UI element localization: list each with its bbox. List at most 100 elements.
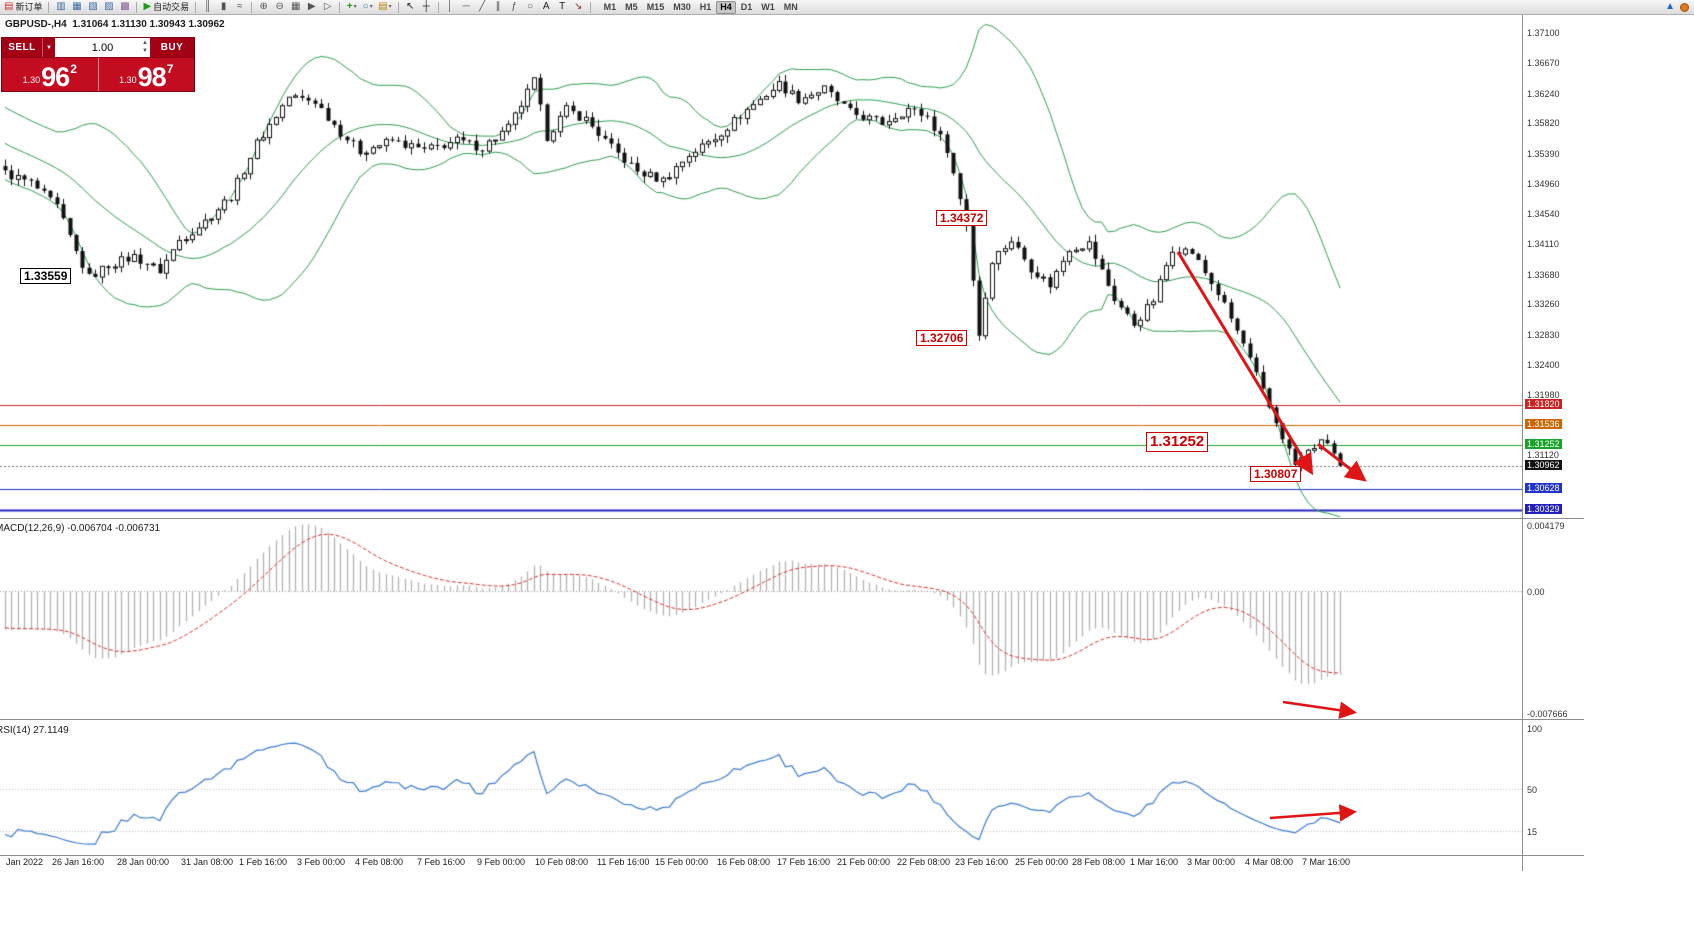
one-click-trading-panel: SELL ▼ 1.00 ▲ ▼ BUY 1.30 96 2 1.30 98 7 xyxy=(1,37,195,92)
toolbar-right-group: ▲ xyxy=(1665,2,1691,12)
sell-price-prefix: 1.30 xyxy=(22,75,41,85)
panel-divider xyxy=(0,855,1584,856)
auto-scroll-icon[interactable]: ▶ xyxy=(307,1,316,12)
chevron-down-icon: ▾ xyxy=(369,4,373,10)
volume-stepper[interactable]: ▲ ▼ xyxy=(142,40,148,55)
toolbar-separator xyxy=(48,1,50,13)
macd-axis-tick: 0.004179 xyxy=(1527,521,1565,531)
buy-price-display[interactable]: 1.30 98 7 xyxy=(99,58,195,91)
new-order-button[interactable]: ▤ 新订单 xyxy=(3,1,43,14)
timeframe-button-m30[interactable]: M30 xyxy=(673,2,691,12)
time-axis-label: 16 Feb 08:00 xyxy=(717,857,771,867)
auto-trading-label: 自动交易 xyxy=(153,1,190,12)
price-axis-tick: 1.33260 xyxy=(1527,299,1560,310)
vertical-line-icon[interactable]: │ xyxy=(447,1,454,12)
timeframe-button-d1[interactable]: D1 xyxy=(740,2,753,12)
time-axis-label: 22 Feb 08:00 xyxy=(897,857,951,867)
terminal-icon[interactable]: ▨ xyxy=(104,1,114,12)
timeframe-button-m15[interactable]: M15 xyxy=(646,2,665,12)
crosshair-icon[interactable]: ┼ xyxy=(422,1,430,12)
order-type-dropdown[interactable]: ▼ xyxy=(42,38,55,57)
buy-price-pip: 7 xyxy=(166,62,174,76)
price-annotation[interactable]: 1.31252 xyxy=(1146,432,1209,452)
price-chart-canvas[interactable] xyxy=(0,15,1522,518)
price-annotation[interactable]: 1.32706 xyxy=(916,330,968,346)
time-axis-label: 21 Feb 00:00 xyxy=(837,857,891,867)
bar-chart-icon[interactable]: ║ xyxy=(204,1,212,12)
zoom-in-icon[interactable]: ⊕ xyxy=(259,1,268,12)
buy-button[interactable]: BUY xyxy=(150,38,194,57)
time-axis-label: 23 Feb 16:00 xyxy=(955,857,1009,867)
time-axis-label: 28 Feb 08:00 xyxy=(1072,857,1126,867)
sell-price-pip: 2 xyxy=(70,62,77,76)
price-axis-badge: 1.30329 xyxy=(1525,504,1562,515)
zoom-out-icon[interactable]: ⊖ xyxy=(275,1,284,12)
chart-shift-icon[interactable]: ▷ xyxy=(323,1,332,12)
macd-panel-canvas[interactable] xyxy=(0,521,1522,718)
periods-button[interactable]: ○ ▾ xyxy=(361,1,374,14)
price-axis-badge: 1.30628 xyxy=(1525,483,1562,494)
sell-price-display[interactable]: 1.30 96 2 xyxy=(2,58,98,91)
time-axis-label: 17 Feb 16:00 xyxy=(777,857,831,867)
timeframe-button-h1[interactable]: H1 xyxy=(699,2,712,12)
timeframe-button-h4[interactable]: H4 xyxy=(716,0,736,14)
arrows-tool-icon[interactable]: ↘ xyxy=(573,1,583,12)
price-annotation[interactable]: 1.30807 xyxy=(1250,466,1302,482)
time-axis-label: 1 Mar 16:00 xyxy=(1130,857,1179,867)
text-label-icon[interactable]: T xyxy=(559,1,566,12)
timeframe-button-mn[interactable]: MN xyxy=(783,2,798,12)
price-axis-tick: 1.31120 xyxy=(1527,450,1559,461)
shapes-icon[interactable]: ○ xyxy=(527,1,534,12)
alert-icon[interactable] xyxy=(1680,2,1689,12)
chevron-down-icon: ▾ xyxy=(388,4,392,10)
horizontal-line-icon[interactable]: ─ xyxy=(462,1,470,12)
time-axis-label: 25 Feb 00:00 xyxy=(1015,857,1069,867)
rsi-panel-canvas[interactable] xyxy=(0,722,1522,855)
market-watch-icon[interactable]: ▥ xyxy=(56,1,66,12)
navigator-icon[interactable]: ▧ xyxy=(88,1,98,12)
cursor-icon[interactable]: ↖ xyxy=(405,1,415,12)
price-annotation[interactable]: 1.34372 xyxy=(936,210,988,226)
price-annotation[interactable]: 1.33559 xyxy=(20,268,72,284)
tile-windows-icon[interactable]: ▦ xyxy=(290,1,301,12)
clock-icon: ○ xyxy=(362,1,369,12)
price-axis-badge: 1.30962 xyxy=(1525,459,1562,470)
macd-axis-tick: 0.00 xyxy=(1527,586,1545,597)
time-axis-label: 7 Mar 16:00 xyxy=(1302,857,1351,867)
price-axis-tick: 1.34110 xyxy=(1527,239,1559,250)
timeframe-button-m5[interactable]: M5 xyxy=(625,2,638,12)
channel-icon[interactable]: ∥ xyxy=(495,1,501,12)
auto-trading-button[interactable]: ▶ 自动交易 xyxy=(142,1,190,14)
text-icon[interactable]: A xyxy=(542,1,550,12)
time-axis-label: 26 Jan 16:00 xyxy=(52,857,105,867)
macd-indicator-label: MACD(12,26,9) -0.006704 -0.006731 xyxy=(0,523,161,534)
fibonacci-icon[interactable]: ƒ xyxy=(511,1,517,12)
timeframe-button-m1[interactable]: M1 xyxy=(603,2,617,12)
price-axis-tick: 1.34960 xyxy=(1527,179,1560,190)
new-order-icon: ▤ xyxy=(4,1,14,12)
line-chart-icon[interactable]: ≈ xyxy=(236,1,243,12)
price-axis-tick: 1.36670 xyxy=(1527,58,1560,69)
price-axis-badge: 1.31820 xyxy=(1525,398,1562,409)
candlestick-chart-icon[interactable]: ▮ xyxy=(220,1,227,12)
timeframe-button-w1[interactable]: W1 xyxy=(761,2,775,12)
templates-button[interactable]: ▤ ▾ xyxy=(377,1,392,14)
panel-divider[interactable] xyxy=(0,518,1584,519)
panel-divider[interactable] xyxy=(0,719,1584,720)
macd-axis-tick: -0.007666 xyxy=(1527,709,1568,719)
macd-axis: 0.004179 0.00 -0.007666 xyxy=(1524,521,1590,719)
indicators-button[interactable]: + ▾ xyxy=(345,1,358,14)
timeframe-group: M1 M5 M15 M30 H1 H4 D1 W1 MN xyxy=(600,0,802,14)
trendline-icon[interactable]: ╱ xyxy=(479,1,486,12)
volume-input[interactable]: 1.00 ▲ ▼ xyxy=(55,38,150,57)
sell-button[interactable]: SELL xyxy=(2,38,42,57)
time-axis-label: 10 Feb 08:00 xyxy=(535,857,589,867)
data-window-icon[interactable]: ▦ xyxy=(72,1,82,12)
time-axis-label: 9 Feb 00:00 xyxy=(477,857,526,867)
strategy-tester-icon[interactable]: ▩ xyxy=(120,1,130,12)
toolbar-separator xyxy=(437,1,439,13)
price-axis-tick: 1.35390 xyxy=(1527,148,1560,159)
time-axis-label: 28 Jan 00:00 xyxy=(117,857,170,867)
new-order-label: 新订单 xyxy=(15,1,43,12)
scroll-to-end-icon[interactable]: ▲ xyxy=(1665,1,1675,12)
